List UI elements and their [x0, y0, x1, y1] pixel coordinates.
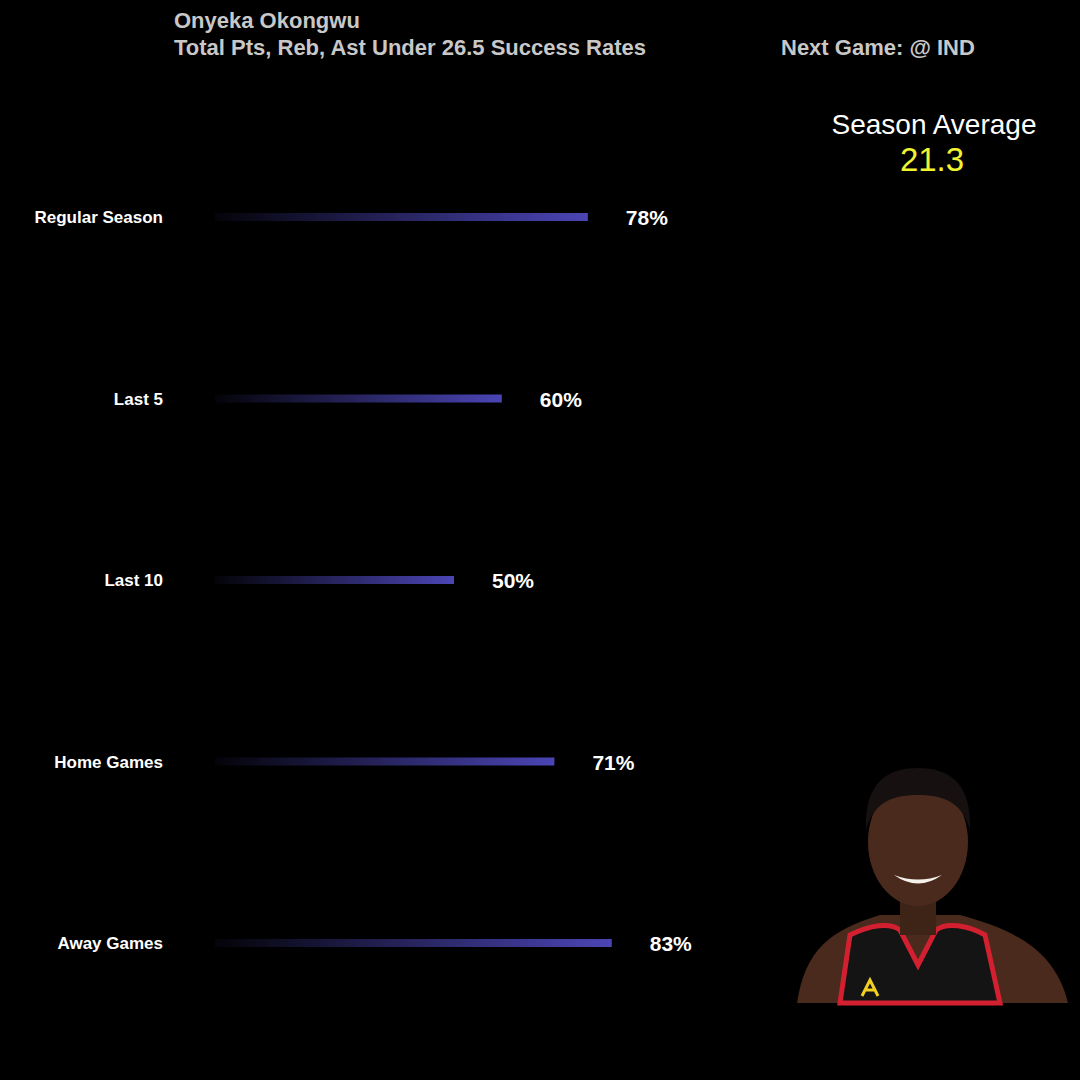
player-photo [797, 768, 1068, 1003]
background [0, 0, 1080, 1080]
data-label: 50% [492, 569, 534, 592]
bar [215, 395, 502, 403]
jersey [840, 925, 1000, 1003]
bar [215, 939, 612, 947]
next-game: Next Game: @ IND [781, 35, 975, 60]
subtitle: Total Pts, Reb, Ast Under 26.5 Success R… [174, 35, 646, 60]
season-average: 21.3 [900, 141, 964, 178]
data-label: 60% [540, 388, 582, 411]
smile [894, 875, 942, 884]
bar [215, 213, 588, 221]
category-label: Home Games [54, 753, 163, 772]
season-average-label: Season Average [832, 109, 1037, 140]
chart-root: Onyeka OkongwuTotal Pts, Reb, Ast Under … [0, 0, 1080, 1080]
data-label: 83% [650, 932, 692, 955]
bar [215, 576, 454, 584]
bar [215, 758, 554, 766]
data-label: 78% [626, 206, 668, 229]
data-label: 71% [592, 751, 634, 774]
title: Onyeka Okongwu [174, 8, 360, 33]
category-label: Last 5 [114, 390, 163, 409]
category-label: Regular Season [35, 208, 164, 227]
category-label: Away Games [57, 934, 163, 953]
logo [862, 980, 878, 996]
category-label: Last 10 [104, 571, 163, 590]
bars [215, 213, 612, 947]
hair [866, 768, 970, 830]
